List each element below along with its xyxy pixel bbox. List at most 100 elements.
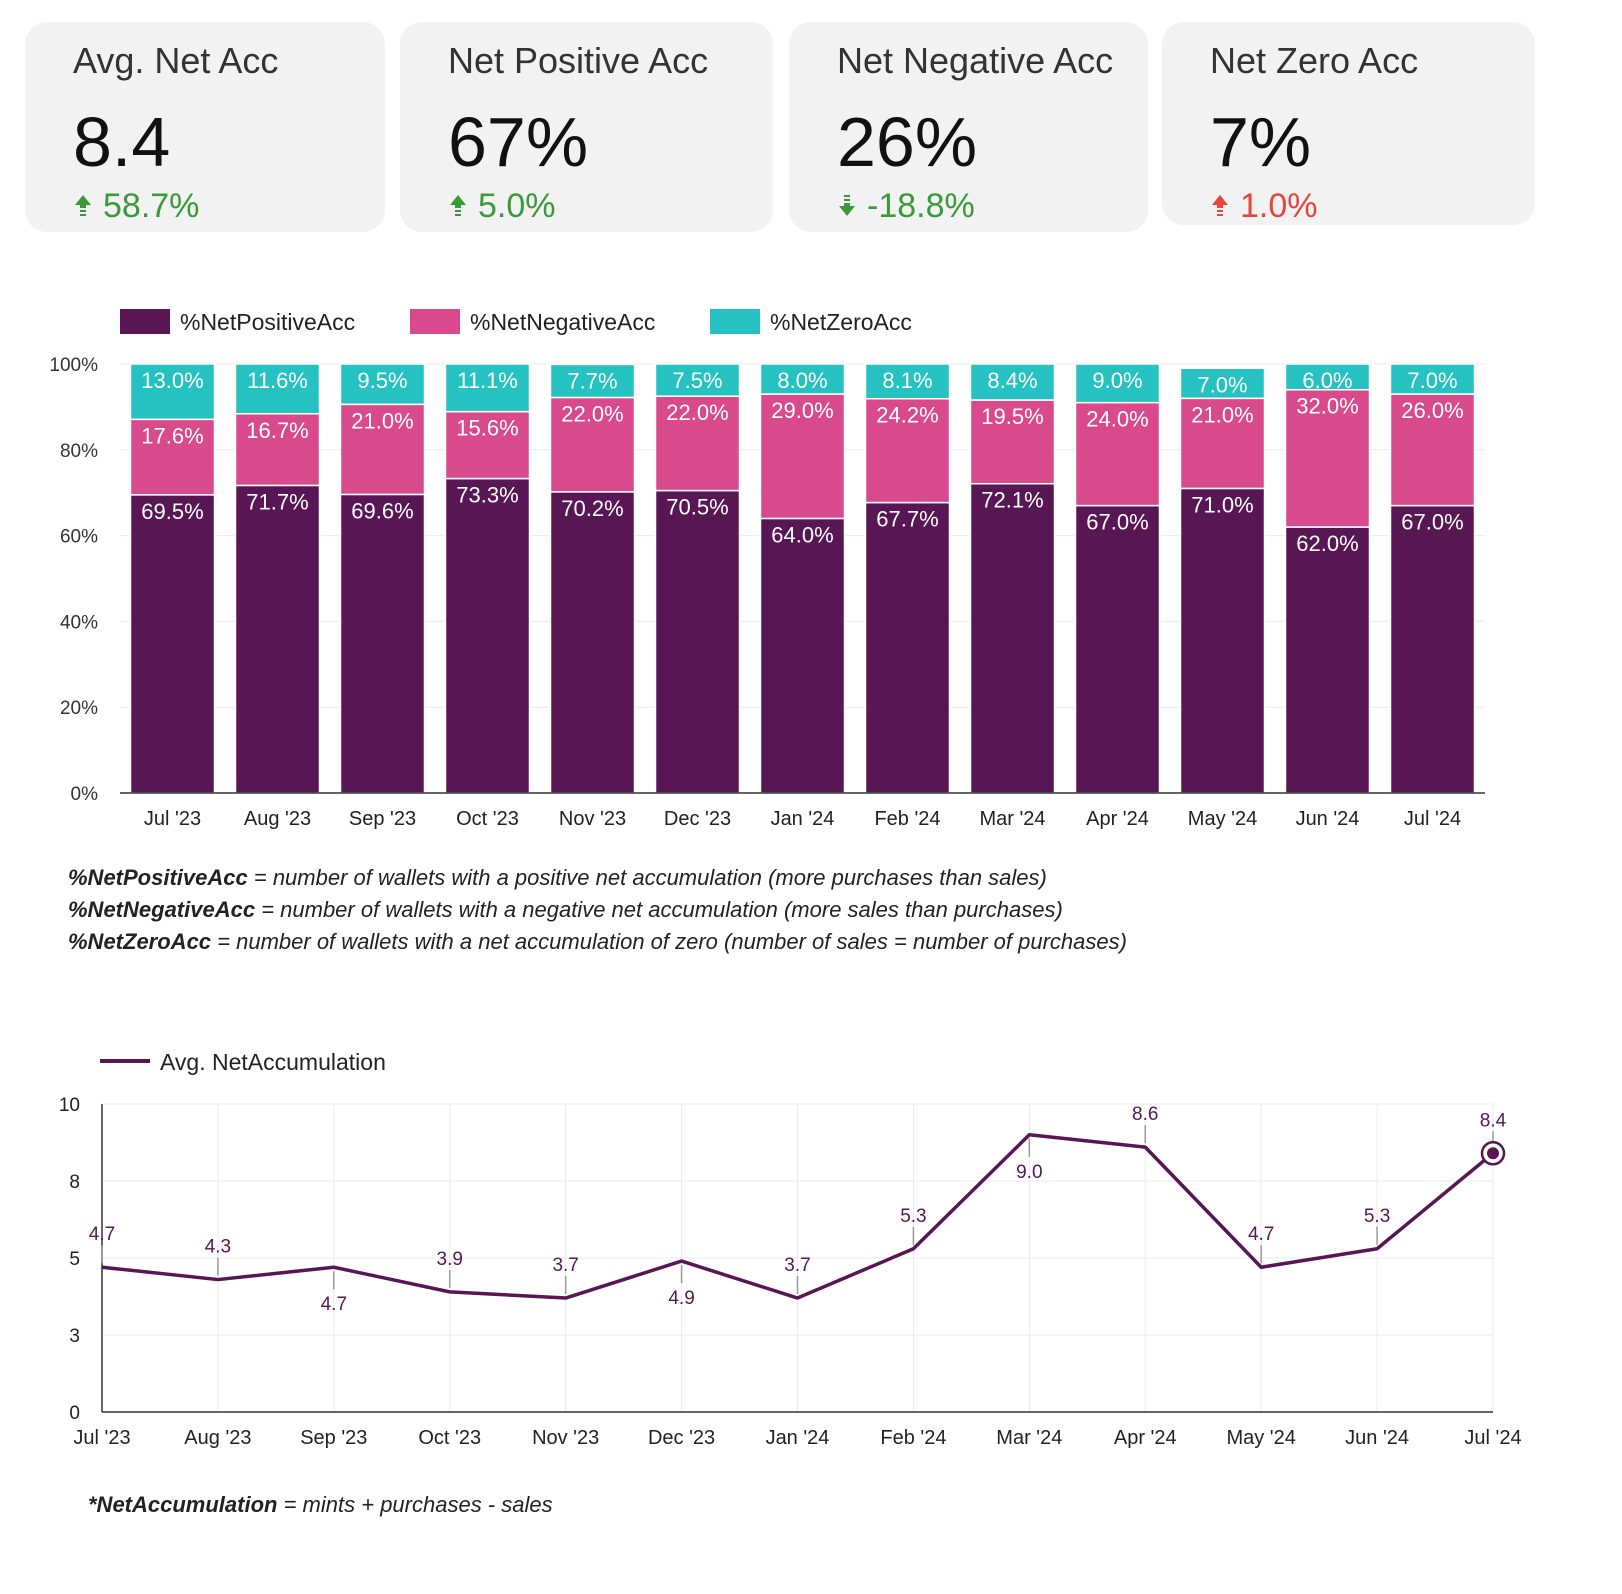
scorecard-delta: 1.0% <box>1212 187 1318 226</box>
scorecard-delta: 5.0% <box>450 187 556 226</box>
bar-data-label: 8.0% <box>777 368 827 393</box>
bar-segment <box>759 517 846 794</box>
bar-data-label: 22.0% <box>561 401 623 426</box>
scorecard-avg-net-acc: Avg. Net Acc 8.4 58.7% <box>25 22 385 232</box>
bar-data-label: 11.1% <box>457 368 518 393</box>
x-tick-label: Jun '24 <box>1345 1427 1409 1449</box>
bar-data-label: 15.6% <box>456 416 518 441</box>
bar-segment <box>129 418 216 496</box>
arrow-up-icon <box>75 194 91 216</box>
bar-data-label: 7.7% <box>567 368 617 393</box>
arrow-down-icon <box>839 194 855 216</box>
bar-segment <box>1284 363 1371 391</box>
x-tick-label: Sep '23 <box>300 1427 367 1449</box>
point-data-label: 4.7 <box>1248 1224 1274 1245</box>
bar-segment <box>1389 504 1476 794</box>
bar-data-label: 72.1% <box>981 488 1043 513</box>
bar-segment <box>1074 401 1161 507</box>
stacked-bar-chart: %NetPositiveAcc %NetNegativeAcc %NetZeroAc… <box>49 309 1485 830</box>
bar-segment <box>1179 487 1266 794</box>
x-tick-label: Mar '24 <box>979 808 1045 830</box>
bar-segment <box>444 477 531 794</box>
bar-data-label: 7.0% <box>1197 372 1247 397</box>
bar-segment <box>864 397 951 504</box>
bar-note-positive: %NetPositiveAcc = number of wallets with… <box>68 865 1047 891</box>
bar-data-label: 21.0% <box>351 408 413 433</box>
bar-data-label: 69.5% <box>141 499 203 524</box>
y-tick-label: 20% <box>60 698 98 719</box>
scorecard-value: 8.4 <box>73 103 171 181</box>
scorecard-title: Net Positive Acc <box>448 40 709 81</box>
y-tick-label: 3 <box>69 1326 80 1347</box>
point-data-label: 9.0 <box>1016 1162 1042 1183</box>
point-data-label: 8.4 <box>1480 1110 1507 1131</box>
bar-data-label: 71.7% <box>246 489 308 514</box>
x-tick-label: Apr '24 <box>1086 808 1149 830</box>
bar-data-label: 7.5% <box>672 368 722 393</box>
x-tick-label: Jun '24 <box>1296 808 1360 830</box>
line-note: *NetAccumulation = mints + purchases - s… <box>88 1492 553 1518</box>
x-tick-label: Apr '24 <box>1114 1427 1177 1449</box>
bar-data-label: 69.6% <box>351 498 413 523</box>
point-data-label: 5.3 <box>1364 1206 1390 1227</box>
last-point-marker <box>1487 1147 1499 1160</box>
note-term: %NetNegativeAcc <box>68 897 256 922</box>
x-tick-label: Jul '24 <box>1404 808 1461 830</box>
point-data-label: 3.9 <box>437 1249 463 1270</box>
bar-segment <box>969 482 1056 794</box>
x-tick-label: May '24 <box>1188 808 1257 830</box>
bar-data-label: 32.0% <box>1296 394 1358 419</box>
bar-data-label: 62.0% <box>1296 531 1358 556</box>
bar-segment <box>654 363 741 397</box>
bar-segment <box>1284 388 1371 528</box>
x-tick-label: Nov '23 <box>559 808 626 830</box>
bar-segment <box>969 363 1056 401</box>
scorecard-title: Net Negative Acc <box>837 40 1114 81</box>
note-term: %NetPositiveAcc <box>68 865 248 890</box>
arrow-up-icon <box>450 194 466 216</box>
bar-segment <box>759 393 846 520</box>
bar-data-label: 70.5% <box>666 495 728 520</box>
x-tick-label: Jul '24 <box>1464 1427 1521 1449</box>
bar-segment <box>129 363 216 421</box>
bar-data-label: 73.3% <box>456 483 518 508</box>
bar-segment <box>864 363 951 400</box>
bar-data-label: 8.4% <box>987 368 1037 393</box>
legend-swatch <box>120 309 170 334</box>
bar-segment <box>549 491 636 794</box>
point-data-label: 3.7 <box>552 1255 578 1276</box>
bar-segment <box>444 363 531 413</box>
x-tick-label: Jan '24 <box>771 808 835 830</box>
scorecard-title: Avg. Net Acc <box>73 40 279 81</box>
bar-segment <box>339 493 426 794</box>
note-text: = number of wallets with a negative net … <box>255 897 1063 922</box>
scorecard-net-positive-acc: Net Positive Acc 67% 5.0% <box>400 22 773 232</box>
x-tick-label: May '24 <box>1226 1427 1295 1449</box>
series-line <box>101 1133 1495 1300</box>
note-term: %NetZeroAcc <box>68 929 212 954</box>
bar-data-label: 67.7% <box>876 507 938 532</box>
bar-data-label: 7.0% <box>1407 368 1457 393</box>
bar-segment <box>129 494 216 794</box>
y-tick-label: 40% <box>60 612 98 633</box>
point-data-label: 3.7 <box>784 1255 810 1276</box>
x-tick-label: Jul '23 <box>144 808 201 830</box>
x-tick-label: Oct '23 <box>456 808 519 830</box>
bar-data-label: 21.0% <box>1191 402 1253 427</box>
legend-label: %NetPositiveAcc <box>180 309 355 335</box>
y-tick-label: 60% <box>60 527 98 548</box>
point-data-label: 4.3 <box>205 1237 231 1258</box>
line-chart: Avg. NetAccumulation 0 3 5 8 10 Jul '23 Aug '23… <box>59 1049 1522 1449</box>
x-tick-label: Aug '23 <box>244 808 311 830</box>
x-tick-label: Feb '24 <box>880 1427 946 1449</box>
x-tick-label: Nov '23 <box>532 1427 599 1449</box>
bar-data-label: 71.0% <box>1191 492 1253 517</box>
scorecard-value: 26% <box>837 103 978 181</box>
bar-segment <box>654 489 741 794</box>
y-tick-label: 0% <box>71 784 99 805</box>
y-tick-label: 80% <box>60 441 98 462</box>
bar-data-label: 19.5% <box>981 404 1043 429</box>
bar-segment <box>1389 393 1476 507</box>
scorecard-net-zero-acc: Net Zero Acc 7% 1.0% <box>1162 22 1535 225</box>
bar-segment <box>864 501 951 794</box>
